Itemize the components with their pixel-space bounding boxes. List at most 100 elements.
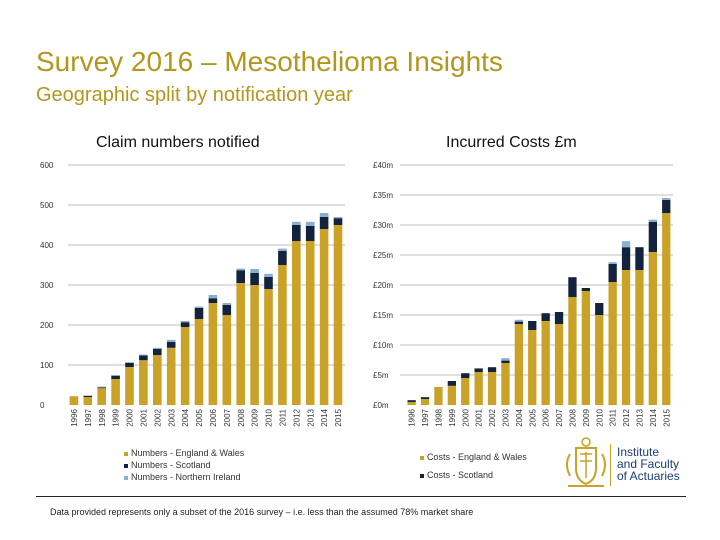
- costs-bar-2012-s0: [621, 270, 631, 405]
- claims-bar-2000-s0: [125, 367, 134, 405]
- costs-bar-2010-s0: [595, 315, 604, 405]
- claims-bar-1998-s2: [97, 386, 106, 388]
- claims-ytick-label: 300: [40, 281, 54, 290]
- costs-xtick-label: 1999: [448, 408, 457, 426]
- claims-xtick-label: 2000: [126, 408, 135, 426]
- costs-bar-2014-s1: [648, 222, 657, 252]
- costs-ytick-label: £0m: [373, 401, 389, 410]
- costs-ytick-label: £20m: [373, 281, 393, 290]
- claims-bar-1997-s0: [83, 397, 93, 405]
- claims-bar-1999-s1: [111, 375, 120, 379]
- costs-xtick-label: 2010: [595, 408, 604, 426]
- costs-bar-2008-s0: [568, 297, 577, 405]
- costs-xtick-label: 2001: [475, 408, 484, 426]
- costs-xtick-label: 2015: [662, 408, 671, 426]
- claims-bar-2003-s0: [166, 347, 176, 405]
- costs-bar-2015-s2: [662, 198, 671, 200]
- claims-xtick-label: 2005: [195, 408, 204, 426]
- costs-bar-1996-s0: [407, 402, 416, 405]
- claims-bar-1998-s1: [97, 387, 106, 389]
- claims-ytick-label: 100: [40, 361, 54, 370]
- legend-swatch-scotland: [124, 463, 128, 468]
- costs-bar-2002-s1: [487, 367, 497, 372]
- costs-bar-2013-s0: [635, 270, 644, 405]
- claims-xtick-label: 1997: [84, 408, 93, 426]
- claims-xtick-label: 2010: [265, 408, 274, 426]
- legend-label-england: Numbers - England & Wales: [131, 448, 245, 458]
- legend-item-england: Numbers - England & Wales: [124, 447, 244, 459]
- costs-bar-2005-s1: [528, 321, 537, 330]
- claims-xtick-label: 2014: [320, 408, 329, 426]
- claims-bar-2007-s2: [222, 303, 232, 305]
- claims-bar-2002-s2: [153, 347, 162, 349]
- claims-bar-2006-s1: [208, 298, 218, 303]
- costs-xtick-label: 2005: [528, 408, 537, 426]
- costs-ytick-label: £5m: [373, 371, 389, 380]
- claims-xtick-label: 2007: [223, 408, 232, 426]
- claims-bar-2011-s0: [278, 265, 287, 405]
- claims-xtick-label: 2002: [153, 408, 162, 426]
- claims-bar-2009-s0: [250, 285, 259, 405]
- costs-bar-2001-s0: [474, 372, 483, 405]
- costs-bar-2007-s1: [554, 312, 564, 324]
- costs-bar-2012-s2: [621, 241, 631, 248]
- claims-chart-title: Claim numbers notified: [96, 134, 260, 151]
- claims-bar-2015-s0: [333, 225, 343, 405]
- claims-xtick-label: 2015: [334, 408, 343, 426]
- claims-bar-1998-s0: [97, 388, 106, 405]
- claims-xtick-label: 2003: [167, 408, 176, 426]
- claims-ytick-label: 200: [40, 321, 54, 330]
- legend-swatch-ni: [124, 475, 128, 480]
- costs-xtick-label: 2002: [488, 408, 497, 426]
- costs-bar-2014-s2: [648, 219, 657, 222]
- costs-bar-2006-s1: [541, 313, 550, 321]
- claims-bar-2004-s0: [180, 327, 190, 405]
- claims-bar-2000-s1: [125, 363, 134, 367]
- claims-xtick-label: 1998: [98, 408, 107, 426]
- costs-bar-2011-s0: [608, 282, 617, 405]
- claims-bar-2012-s1: [292, 225, 301, 241]
- costs-xtick-label: 2008: [569, 408, 578, 426]
- ifoa-crest-icon: [566, 437, 606, 487]
- claims-bar-1996-s0: [69, 396, 79, 405]
- claims-bar-2015-s1: [333, 218, 343, 225]
- costs-bar-2014-s0: [648, 252, 657, 405]
- logo-divider: [610, 444, 611, 486]
- costs-ytick-label: £35m: [373, 191, 393, 200]
- costs-bar-2015-s0: [662, 213, 671, 405]
- costs-bar-2011-s1: [608, 264, 617, 282]
- page-title: Survey 2016 – Mesothelioma Insights: [36, 46, 503, 77]
- claims-bar-2010-s1: [264, 277, 273, 289]
- claims-bar-2005-s1: [194, 307, 204, 319]
- costs-bar-2010-s1: [595, 303, 604, 315]
- claims-bar-2001-s2: [139, 354, 148, 356]
- footnote: Data provided represents only a subset o…: [50, 507, 474, 517]
- claims-bar-1997-s1: [83, 395, 93, 397]
- costs-ytick-label: £30m: [373, 221, 393, 230]
- claims-bar-2012-s2: [292, 221, 301, 225]
- costs-chart: £0m £5m £10m £15m £20m £25m £30m £35m £40m 1996 19…: [373, 161, 673, 427]
- claims-ytick-label: 400: [40, 241, 54, 250]
- costs-xtick-label: 2007: [555, 408, 564, 426]
- costs-xtick-label: 2000: [461, 408, 470, 426]
- claims-bar-2013-s0: [305, 241, 315, 405]
- claims-bar-2006-s2: [208, 295, 218, 299]
- claims-xtick-label: 1996: [70, 408, 79, 426]
- claims-bar-2008-s2: [236, 268, 245, 271]
- legend-label-ni: Numbers - Northern Ireland: [131, 472, 241, 482]
- claims-bar-2007-s0: [222, 315, 232, 405]
- claims-bar-2008-s0: [236, 283, 245, 405]
- claims-xtick-label: 2006: [209, 408, 218, 426]
- claims-xtick-label: 2008: [237, 408, 246, 426]
- claims-bar-2006-s0: [208, 303, 218, 405]
- costs-bar-2002-s0: [487, 372, 497, 405]
- legend-item-scotland: Numbers - Scotland: [124, 459, 244, 471]
- costs-xtick-label: 2006: [542, 408, 551, 426]
- costs-bar-2003-s2: [501, 358, 510, 361]
- claims-bar-2014-s0: [319, 229, 329, 405]
- costs-bar-2007-s0: [554, 324, 564, 405]
- legend-swatch-england: [124, 451, 128, 456]
- costs-ytick-label: £10m: [373, 341, 393, 350]
- costs-xtick-label: 2003: [502, 408, 511, 426]
- claims-bar-2007-s1: [222, 305, 232, 315]
